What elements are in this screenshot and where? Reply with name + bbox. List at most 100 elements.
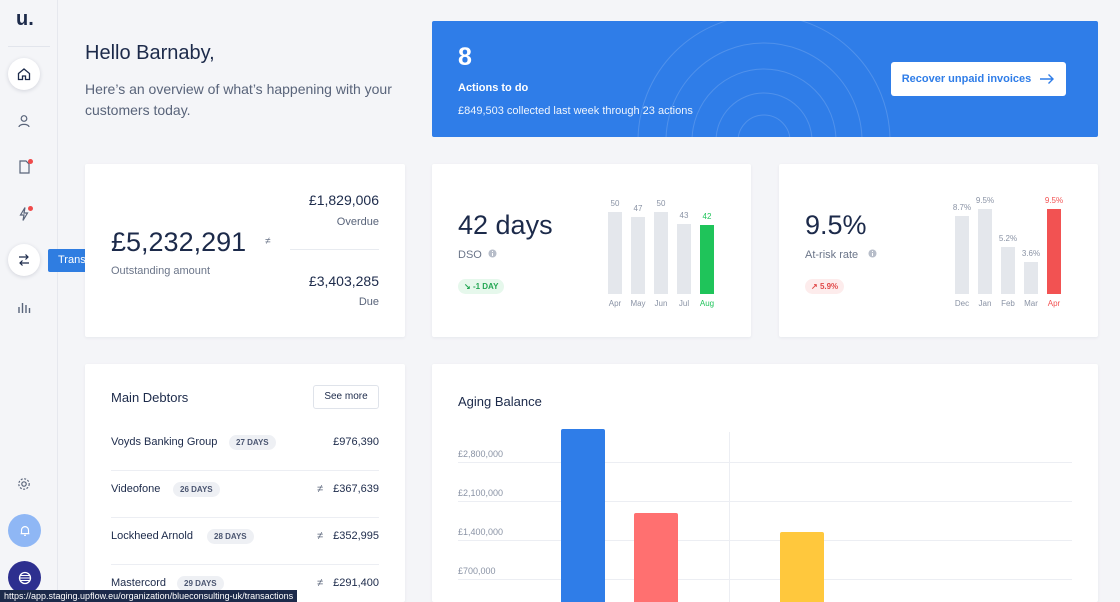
risk-bar-label: 9.5% <box>1044 195 1064 205</box>
organization-avatar[interactable] <box>8 561 41 594</box>
actions-label: Actions to do <box>458 82 529 94</box>
risk-bar-label: 5.2% <box>998 234 1018 244</box>
aging-gridline <box>458 579 1072 580</box>
aging-divider <box>729 432 730 602</box>
debtor-name: Voyds Banking Group <box>111 436 218 448</box>
risk-category-label: Mar <box>1024 299 1038 308</box>
main-debtors-card: Main Debtors See more Voyds Banking Grou… <box>85 364 405 602</box>
globe-icon <box>18 571 31 584</box>
lightning-icon <box>19 207 29 221</box>
dso-change-value: -1 DAY <box>472 282 499 291</box>
risk-bar <box>978 208 992 294</box>
analytics-nav-button[interactable] <box>8 291 40 323</box>
aging-gridline <box>458 540 1072 541</box>
settings-nav-button[interactable] <box>8 468 40 500</box>
dso-bar <box>608 212 622 294</box>
status-url: https://app.staging.upflow.eu/organizati… <box>0 590 298 602</box>
debtor-row[interactable]: Voyds Banking Group 27 DAYS £976,390 <box>111 424 379 471</box>
not-equal-icon: ≠ <box>316 530 323 542</box>
info-icon[interactable] <box>868 249 877 258</box>
debtor-days-badge: 27 DAYS <box>229 435 276 450</box>
greeting-title: Hello Barnaby, <box>85 42 215 64</box>
debtor-amount: £352,995 <box>333 530 379 542</box>
not-equal-icon: ≠ <box>316 577 323 589</box>
aging-balance-card: Aging Balance £2,800,000 £2,100,000 £1,400… <box>432 364 1098 602</box>
dso-bar <box>654 212 668 294</box>
dso-bar <box>700 225 714 294</box>
dso-bar-label: 50 <box>610 199 620 209</box>
transactions-icon <box>19 254 29 266</box>
upflow-logo[interactable]: u. <box>16 8 34 30</box>
risk-change-value: 5.9% <box>819 282 839 291</box>
risk-bar-label: 8.7% <box>952 202 972 212</box>
user-icon <box>18 115 30 128</box>
sidebar: u. Transactions <box>0 0 131 602</box>
recover-unpaid-invoices-button[interactable]: Recover unpaid invoices <box>891 62 1066 96</box>
debtor-days-badge: 29 DAYS <box>177 576 224 591</box>
document-icon <box>19 160 30 174</box>
dso-category-label: Jul <box>678 299 690 308</box>
actions-count: 8 <box>458 43 472 71</box>
home-icon <box>17 68 31 81</box>
risk-bar <box>1024 261 1038 294</box>
aging-bar[interactable] <box>634 512 678 602</box>
debtor-row[interactable]: Mastercord 29 DAYS ≠ £291,400 <box>111 565 379 602</box>
risk-change-badge: ↗ 5.9% <box>805 279 845 294</box>
debtor-name: Lockheed Arnold <box>111 530 193 542</box>
notification-dot <box>28 159 33 164</box>
dso-bar-label: 43 <box>679 210 689 220</box>
dso-label: DSO <box>458 249 482 261</box>
dso-category-label: May <box>630 299 646 308</box>
logo-divider <box>8 46 50 47</box>
invoices-nav-button[interactable] <box>8 151 40 183</box>
risk-label: At-risk rate <box>805 249 859 261</box>
overdue-label: Overdue <box>336 216 379 228</box>
debtor-row[interactable]: Lockheed Arnold 28 DAYS ≠ £352,995 <box>111 518 379 565</box>
debtor-name: Mastercord <box>111 577 167 589</box>
not-equal-icon: ≠ <box>265 236 271 247</box>
debtor-amount: £367,639 <box>333 483 379 495</box>
due-amount: £3,403,285 <box>308 273 379 289</box>
actions-banner: 8 Actions to do £849,503 collected last … <box>432 21 1098 137</box>
outstanding-card: £5,232,291 ≠ Outstanding amount £1,829,0… <box>85 164 405 337</box>
actions-summary: £849,503 collected last week through 23 … <box>458 105 693 117</box>
risk-bar <box>1001 247 1015 294</box>
debtor-name: Videofone <box>111 483 161 495</box>
risk-category-label: Apr <box>1047 299 1061 308</box>
home-nav-button[interactable] <box>8 58 40 90</box>
outstanding-amount: £5,232,291 <box>111 227 247 257</box>
risk-bar-label: 9.5% <box>975 195 995 205</box>
dso-bar <box>631 217 645 294</box>
aging-bar[interactable] <box>561 428 605 602</box>
debtor-days-badge: 26 DAYS <box>173 482 220 497</box>
aging-y-tick: £2,100,000 <box>458 488 504 498</box>
overdue-amount: £1,829,006 <box>308 192 379 208</box>
dso-category-label: Aug <box>699 299 715 308</box>
dso-value: 42 days <box>458 210 553 240</box>
greeting-subtitle: Here’s an overview of what’s happening w… <box>85 81 392 118</box>
bar-chart-icon <box>18 303 31 313</box>
aging-gridline <box>458 501 1072 502</box>
see-more-button[interactable]: See more <box>313 385 379 409</box>
actions-nav-button[interactable] <box>8 198 40 230</box>
debtor-days-badge: 28 DAYS <box>207 529 254 544</box>
aging-balance-title: Aging Balance <box>458 394 542 409</box>
risk-category-label: Jan <box>978 299 992 308</box>
bell-icon <box>20 525 29 536</box>
customers-nav-button[interactable] <box>8 105 40 137</box>
risk-category-label: Dec <box>954 299 970 308</box>
transactions-nav-button[interactable] <box>8 244 40 276</box>
aging-y-tick: £700,000 <box>458 566 496 576</box>
main-debtors-title: Main Debtors <box>111 390 189 405</box>
arrow-right-icon <box>1040 74 1055 84</box>
outstanding-label: Outstanding amount <box>111 265 211 277</box>
due-label: Due <box>358 296 379 308</box>
info-icon[interactable] <box>488 249 497 258</box>
notification-dot <box>28 206 33 211</box>
debtor-row[interactable]: Videofone 26 DAYS ≠ £367,639 <box>111 471 379 518</box>
dso-category-label: Apr <box>608 299 622 308</box>
not-equal-icon: ≠ <box>316 483 323 495</box>
notifications-button[interactable] <box>8 514 41 547</box>
aging-bar[interactable] <box>780 532 824 602</box>
risk-category-label: Feb <box>1001 299 1015 308</box>
